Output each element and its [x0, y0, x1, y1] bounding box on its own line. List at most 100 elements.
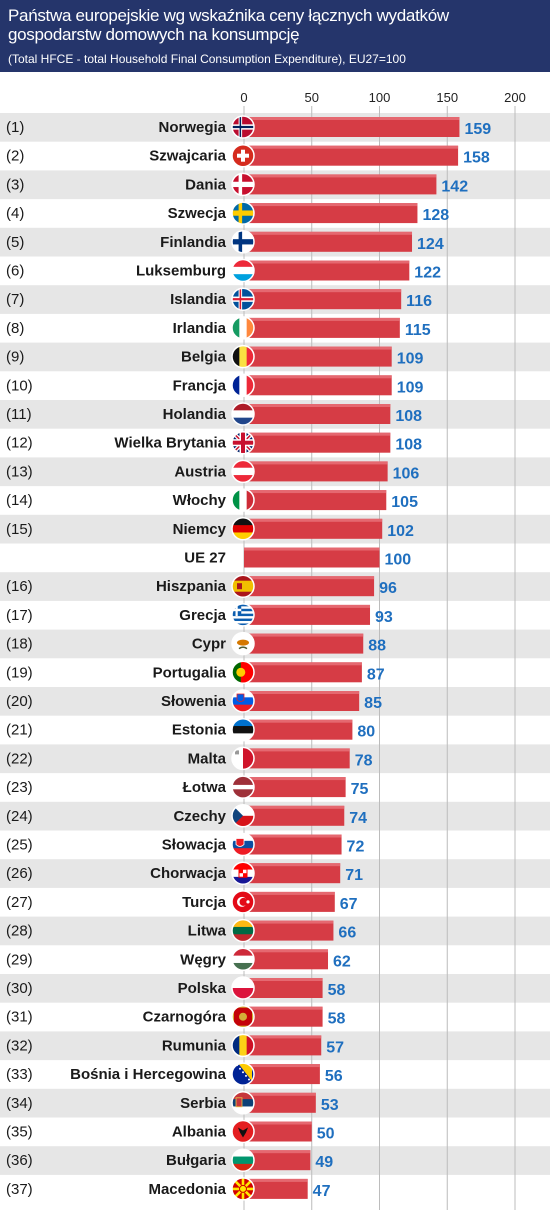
value-label: 72	[347, 839, 365, 856]
germany-flag-icon	[231, 517, 255, 541]
bar-highlight	[244, 174, 437, 178]
value-label: 75	[351, 781, 369, 798]
rank-label: (13)	[6, 463, 33, 480]
country-label: Szwecja	[168, 205, 227, 222]
value-label: 74	[349, 810, 367, 827]
rank-label: (22)	[6, 750, 33, 767]
country-label: Litwa	[188, 923, 227, 940]
value-label: 47	[313, 1183, 331, 1200]
value-label: 142	[441, 178, 468, 195]
bar	[244, 174, 437, 195]
bar	[244, 375, 392, 396]
bar-highlight	[244, 576, 375, 580]
rank-label: (3)	[6, 176, 24, 193]
ireland-flag-icon	[231, 316, 255, 340]
bar-highlight	[244, 604, 371, 608]
malta-flag-icon	[231, 746, 255, 771]
country-label: Bośnia i Hercegowina	[70, 1066, 227, 1083]
country-label: Łotwa	[183, 779, 227, 796]
bar	[244, 1006, 323, 1027]
country-label: Czarnogóra	[143, 1009, 227, 1026]
bar	[244, 863, 341, 884]
iceland-flag-icon	[231, 287, 255, 311]
bar	[244, 978, 323, 998]
bar-highlight	[244, 1121, 312, 1125]
bar-highlight	[244, 834, 342, 838]
slovakia-flag-icon	[231, 832, 255, 857]
rank-label: (10)	[6, 377, 33, 394]
bar	[244, 432, 391, 453]
rank-label: (18)	[6, 636, 33, 653]
bar-highlight	[244, 260, 410, 264]
country-label: Malta	[188, 750, 227, 767]
bar-highlight	[244, 203, 418, 207]
rank-label: (4)	[6, 205, 24, 222]
country-label: Hiszpania	[156, 578, 227, 595]
country-label: Bułgaria	[166, 1152, 227, 1169]
bar	[244, 1064, 320, 1085]
bar	[244, 719, 353, 740]
bar-highlight	[244, 461, 388, 465]
rank-label: (14)	[6, 492, 33, 509]
country-label: Estonia	[172, 722, 227, 739]
bar-highlight	[244, 863, 341, 867]
country-label: Rumunia	[162, 1037, 227, 1054]
rank-label: (2)	[6, 148, 24, 165]
bar	[244, 891, 335, 912]
rank-label: (23)	[6, 779, 33, 796]
italy-flag-icon	[231, 488, 255, 512]
bosnia-flag-icon	[231, 1062, 255, 1086]
value-label: 128	[422, 207, 449, 224]
bar-highlight	[244, 404, 391, 407]
bar-highlight	[244, 691, 360, 694]
bar	[244, 662, 362, 683]
bar-highlight	[244, 662, 362, 666]
value-label: 80	[357, 724, 375, 741]
bar-highlight	[244, 145, 459, 149]
bar	[244, 1092, 316, 1113]
bar	[244, 260, 410, 281]
value-label: 115	[405, 322, 431, 339]
rank-label: (16)	[6, 578, 33, 595]
x-tick-label: 100	[369, 90, 391, 105]
bar	[244, 404, 391, 424]
bar	[244, 461, 388, 482]
bar-highlight	[244, 1150, 311, 1154]
value-label: 96	[379, 580, 397, 597]
bar	[244, 518, 383, 539]
montenegro-flag-icon	[231, 1004, 255, 1029]
bar	[244, 805, 345, 826]
bar-highlight	[244, 1035, 322, 1039]
x-tick-label: 150	[436, 90, 458, 105]
rank-label: (28)	[6, 923, 33, 940]
rank-label: (17)	[6, 607, 33, 624]
bar-highlight	[244, 490, 387, 494]
slovenia-flag-icon	[231, 689, 255, 713]
bar	[244, 346, 392, 367]
rank-label: (32)	[6, 1037, 33, 1054]
rank-label: (24)	[6, 808, 33, 825]
country-label: Turcja	[182, 894, 227, 911]
belgium-flag-icon	[231, 344, 255, 369]
rank-label: (11)	[6, 406, 32, 423]
luxembourg-flag-icon	[231, 258, 255, 283]
value-label: 87	[367, 666, 385, 683]
bar-highlight	[244, 748, 350, 752]
value-label: 158	[463, 150, 490, 167]
value-label: 106	[393, 465, 420, 482]
norway-flag-icon	[231, 115, 255, 139]
value-label: 53	[321, 1097, 339, 1114]
country-label: Grecja	[179, 607, 226, 624]
value-label: 93	[375, 609, 393, 626]
poland-flag-icon	[231, 976, 255, 1000]
rank-label: (34)	[6, 1095, 33, 1112]
rank-label: (5)	[6, 234, 24, 251]
portugal-flag-icon	[231, 660, 255, 685]
bar-highlight	[244, 518, 383, 522]
bar-highlight	[244, 317, 400, 321]
switzerland-flag-icon	[231, 143, 255, 168]
rank-label: (15)	[6, 521, 33, 538]
bar	[244, 576, 375, 597]
value-label: 58	[328, 1011, 346, 1028]
croatia-flag-icon	[231, 861, 255, 885]
